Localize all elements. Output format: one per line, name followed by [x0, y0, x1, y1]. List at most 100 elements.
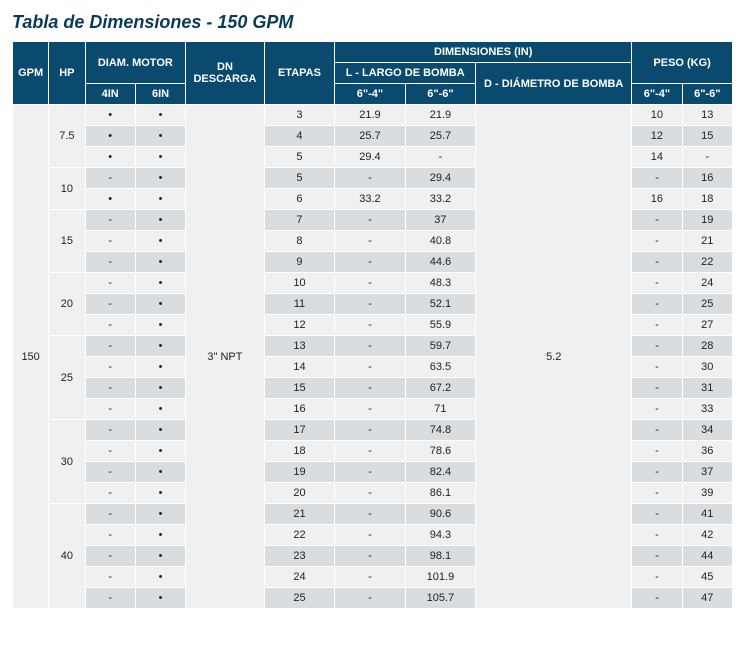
cell-p66: 39 [682, 483, 732, 504]
cell-l66: 71 [405, 399, 475, 420]
cell-p64: - [632, 231, 682, 252]
cell-p64: - [632, 420, 682, 441]
cell-dm6: • [135, 420, 185, 441]
cell-etapas: 5 [264, 168, 334, 189]
cell-dm6: • [135, 105, 185, 126]
hdr-hp: HP [49, 42, 85, 105]
cell-l66: 94.3 [405, 525, 475, 546]
cell-l66: 98.1 [405, 546, 475, 567]
cell-dm6: • [135, 567, 185, 588]
cell-etapas: 24 [264, 567, 334, 588]
cell-hp: 10 [49, 168, 85, 210]
cell-l64: - [335, 567, 405, 588]
cell-dm4: - [85, 462, 135, 483]
cell-p66: 36 [682, 441, 732, 462]
cell-etapas: 22 [264, 525, 334, 546]
cell-p66: 31 [682, 378, 732, 399]
cell-etapas: 3 [264, 105, 334, 126]
cell-etapas: 13 [264, 336, 334, 357]
cell-p66: 19 [682, 210, 732, 231]
cell-dm6: • [135, 126, 185, 147]
cell-l64: 21.9 [335, 105, 405, 126]
cell-dm6: • [135, 147, 185, 168]
cell-dm4: • [85, 126, 135, 147]
cell-etapas: 16 [264, 399, 334, 420]
hdr-p-6-6: 6"-6" [682, 84, 732, 105]
cell-etapas: 19 [264, 462, 334, 483]
cell-etapas: 18 [264, 441, 334, 462]
cell-p64: 16 [632, 189, 682, 210]
cell-dm4: - [85, 525, 135, 546]
cell-l64: - [335, 294, 405, 315]
cell-l66: 52.1 [405, 294, 475, 315]
cell-etapas: 7 [264, 210, 334, 231]
page-title: Tabla de Dimensiones - 150 GPM [12, 12, 733, 33]
cell-l66: 74.8 [405, 420, 475, 441]
cell-dm6: • [135, 378, 185, 399]
hdr-gpm: GPM [13, 42, 49, 105]
cell-dm4: - [85, 168, 135, 189]
cell-l64: 33.2 [335, 189, 405, 210]
cell-dm4: - [85, 483, 135, 504]
cell-dm6: • [135, 315, 185, 336]
cell-etapas: 23 [264, 546, 334, 567]
cell-l66: 21.9 [405, 105, 475, 126]
cell-p66: 34 [682, 420, 732, 441]
cell-p66: 15 [682, 126, 732, 147]
cell-p64: - [632, 294, 682, 315]
cell-gpm: 150 [13, 105, 49, 609]
cell-p66: 13 [682, 105, 732, 126]
cell-dm6: • [135, 588, 185, 609]
cell-diametro: 5.2 [476, 105, 632, 609]
cell-dm4: • [85, 189, 135, 210]
cell-p64: 14 [632, 147, 682, 168]
hdr-peso: PESO (KG) [632, 42, 733, 84]
cell-l66: 63.5 [405, 357, 475, 378]
cell-dm6: • [135, 357, 185, 378]
hdr-diam-motor: DIAM. MOTOR [85, 42, 186, 84]
hdr-l-6-4: 6"-4" [335, 84, 405, 105]
cell-l64: - [335, 546, 405, 567]
cell-l66: 48.3 [405, 273, 475, 294]
hdr-d-diam: D - DIÁMETRO DE BOMBA [476, 63, 632, 105]
cell-dm6: • [135, 462, 185, 483]
cell-dm4: - [85, 252, 135, 273]
cell-dm4: - [85, 441, 135, 462]
cell-p64: - [632, 336, 682, 357]
cell-etapas: 20 [264, 483, 334, 504]
cell-l64: - [335, 378, 405, 399]
cell-dm6: • [135, 189, 185, 210]
cell-p66: 27 [682, 315, 732, 336]
cell-l66: 82.4 [405, 462, 475, 483]
cell-dm6: • [135, 525, 185, 546]
cell-etapas: 5 [264, 147, 334, 168]
cell-l64: - [335, 336, 405, 357]
cell-dm4: - [85, 294, 135, 315]
cell-dm4: - [85, 336, 135, 357]
cell-l64: - [335, 168, 405, 189]
cell-p64: - [632, 273, 682, 294]
cell-dm6: • [135, 273, 185, 294]
cell-p64: - [632, 546, 682, 567]
cell-dm6: • [135, 231, 185, 252]
cell-hp: 30 [49, 420, 85, 504]
cell-p64: - [632, 252, 682, 273]
cell-l66: 37 [405, 210, 475, 231]
cell-hp: 15 [49, 210, 85, 273]
hdr-l-6-6: 6"-6" [405, 84, 475, 105]
cell-dm4: - [85, 399, 135, 420]
cell-hp: 25 [49, 336, 85, 420]
cell-etapas: 17 [264, 420, 334, 441]
cell-dm4: - [85, 231, 135, 252]
cell-dm6: • [135, 441, 185, 462]
cell-l64: - [335, 315, 405, 336]
table-body: 1507.5••3" NPT321.921.95.21013••425.725.… [13, 105, 733, 609]
cell-l64: - [335, 588, 405, 609]
cell-l64: - [335, 273, 405, 294]
cell-p64: - [632, 567, 682, 588]
cell-dm4: - [85, 378, 135, 399]
cell-dm4: - [85, 315, 135, 336]
cell-l64: - [335, 252, 405, 273]
cell-p66: 33 [682, 399, 732, 420]
cell-dm6: • [135, 252, 185, 273]
